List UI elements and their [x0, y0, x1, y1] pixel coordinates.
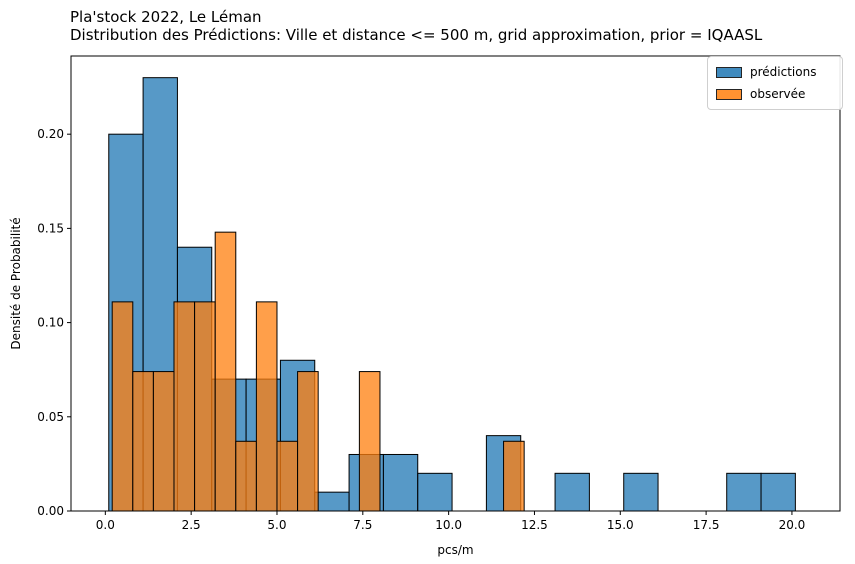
- observed-bar-12: [358, 371, 381, 512]
- legend-item-predictions: prédictions: [716, 61, 834, 83]
- x-tick-label-4: 10.0: [435, 518, 462, 532]
- x-tick-label-8: 20.0: [779, 518, 806, 532]
- legend-label-observed: observée: [750, 87, 806, 101]
- prediction-bar-15: [623, 472, 659, 512]
- observed-bar-6: [235, 440, 257, 512]
- observed-bar-4: [194, 301, 216, 512]
- observed-bar-9: [297, 371, 319, 512]
- chart-title-line2: Distribution des Prédictions: Ville et d…: [70, 26, 763, 44]
- observed-bar-2: [152, 371, 175, 512]
- y-tick-label-0: 0.00: [37, 504, 64, 518]
- prediction-bar-19: [760, 472, 796, 512]
- observed-bar-3: [173, 301, 196, 512]
- x-tick-label-2: 5.0: [267, 518, 286, 532]
- prediction-bar-6: [314, 491, 350, 512]
- prediction-bar-18: [726, 472, 762, 512]
- x-tick-label-7: 17.5: [693, 518, 720, 532]
- legend-swatch-observed: [716, 88, 742, 100]
- prediction-bar-9: [417, 472, 453, 512]
- x-tick-label-5: 12.5: [521, 518, 548, 532]
- prediction-bar-8: [382, 453, 419, 512]
- y-tick-label-3: 0.15: [37, 221, 64, 235]
- y-tick-label-4: 0.20: [37, 127, 64, 141]
- legend: prédictions observée: [707, 56, 843, 110]
- chart-title-line1: Pla'stock 2022, Le Léman: [70, 8, 262, 26]
- y-tick-label-1: 0.05: [37, 410, 64, 424]
- y-axis-label: Densité de Probabilité: [9, 217, 23, 349]
- legend-item-observed: observée: [716, 83, 834, 105]
- observed-bar-7: [255, 301, 278, 512]
- x-tick-label-6: 15.0: [607, 518, 634, 532]
- observed-bar-19: [503, 440, 525, 512]
- legend-label-predictions: prédictions: [750, 65, 817, 79]
- legend-swatch-predictions: [716, 66, 742, 78]
- observed-bar-5: [214, 231, 237, 512]
- prediction-bar-13: [554, 472, 590, 512]
- observed-bar-0: [111, 301, 134, 512]
- plot-frame: [70, 55, 841, 512]
- x-tick-label-0: 0.0: [96, 518, 115, 532]
- x-tick-label-3: 7.5: [353, 518, 372, 532]
- x-axis-label: pcs/m: [437, 543, 473, 557]
- observed-bar-1: [132, 371, 154, 512]
- y-tick-label-2: 0.10: [37, 316, 64, 330]
- observed-bar-8: [276, 440, 299, 512]
- x-tick-label-1: 2.5: [182, 518, 201, 532]
